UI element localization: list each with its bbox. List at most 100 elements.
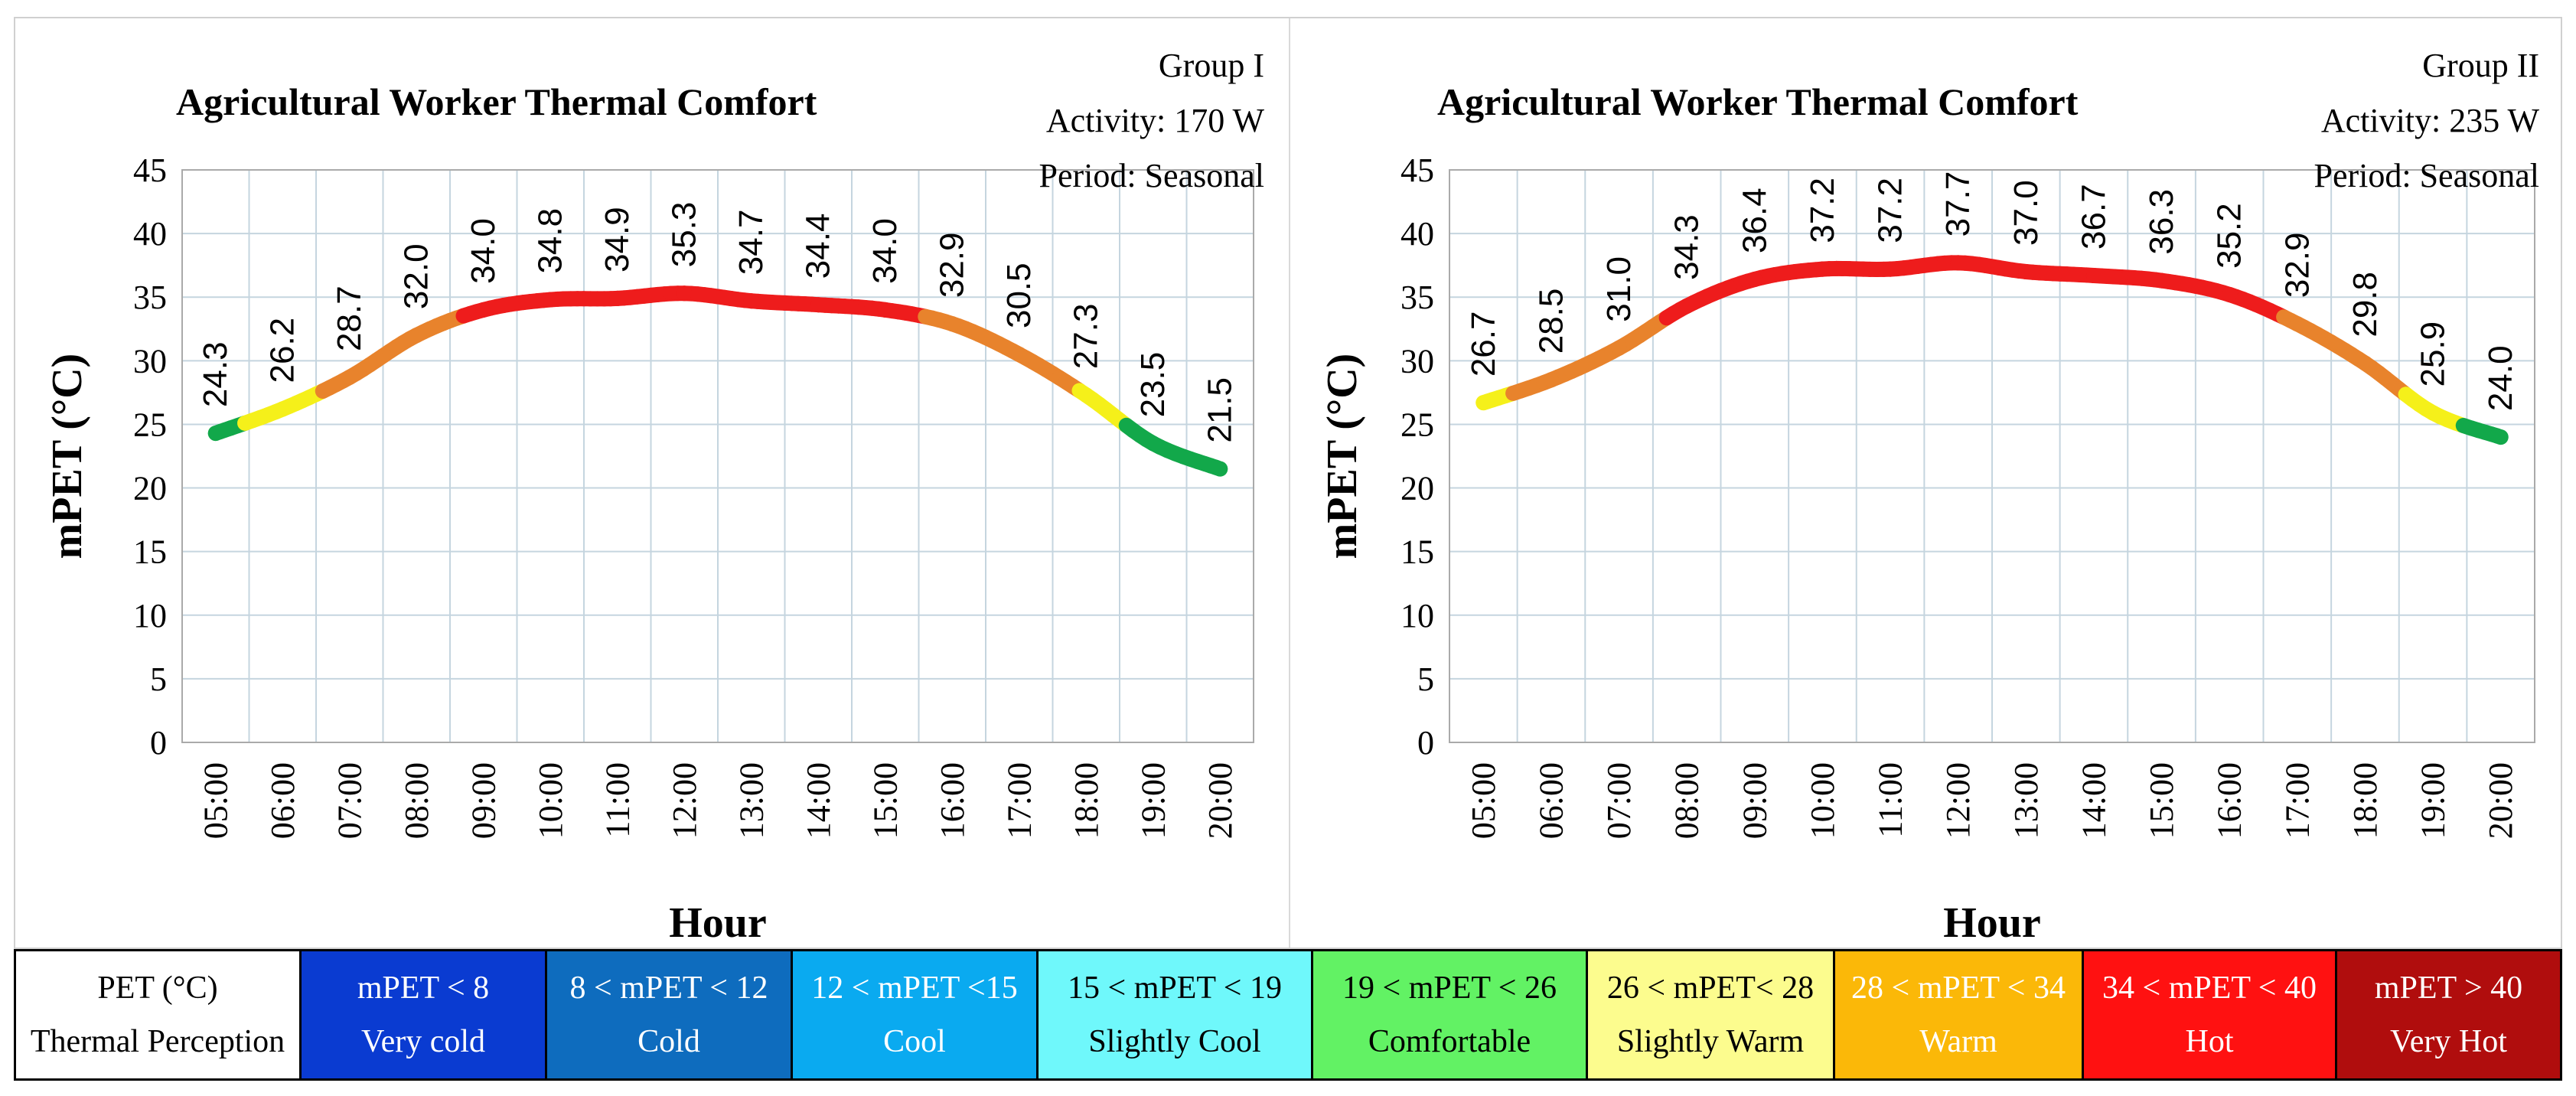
y-tick-label: 40 <box>133 215 167 253</box>
legend-header-cell: PET (°C) Thermal Perception <box>16 951 302 1078</box>
group-label: Group I <box>1158 47 1264 84</box>
legend-cell-very-cold: mPET < 8 Very cold <box>302 951 547 1078</box>
data-point <box>2085 267 2102 283</box>
x-tick-label: 05:00 <box>197 762 234 839</box>
x-tick-label: 18:00 <box>1068 762 1105 839</box>
legend-label: Very Hot <box>2390 1024 2507 1059</box>
data-label: 28.5 <box>1532 289 1570 354</box>
period-label: Period: Seasonal <box>2314 157 2539 194</box>
x-tick-label: 19:00 <box>2415 762 2452 839</box>
data-point <box>1145 435 1161 452</box>
legend-range: 26 < mPET< 28 <box>1606 970 1815 1006</box>
data-point <box>743 293 759 309</box>
x-tick-label: 07:00 <box>1600 762 1638 839</box>
thermal-perception-legend: PET (°C) Thermal Perception mPET < 8 Ver… <box>14 949 2562 1081</box>
x-tick-label: 17:00 <box>1000 762 1038 839</box>
x-tick-label: 18:00 <box>2346 762 2384 839</box>
line-chart-group-1: 0 5 10 15 20 25 30 35 40 45 05:00 06:00 07:00 08:00 09… <box>44 152 1254 947</box>
data-label: 25.9 <box>2415 321 2452 387</box>
y-tick-label: 15 <box>133 533 167 571</box>
group-label: Group II <box>2422 47 2539 84</box>
legend-range: 12 < mPET <15 <box>811 970 1018 1006</box>
y-tick-label: 20 <box>1400 470 1434 507</box>
legend-cell-warm: 28 < mPET < 34 Warm <box>1835 951 2084 1078</box>
data-label: 36.4 <box>1736 188 1773 253</box>
legend-cell-comfortable: 19 < mPET < 26 Comfortable <box>1313 951 1588 1078</box>
x-tick-label: 14:00 <box>800 762 837 839</box>
data-point <box>1950 255 1966 271</box>
legend-cell-cold: 8 < mPET < 12 Cold <box>547 951 793 1078</box>
x-tick-label: 11:00 <box>1872 762 1909 838</box>
legend-range: 34 < mPET < 40 <box>2102 970 2317 1006</box>
data-label: 24.3 <box>197 341 234 407</box>
chart-panel-group-2: 0 5 10 15 20 25 30 35 40 45 05:00 06:00 07:00 08:00 09… <box>1290 18 2561 948</box>
x-tick-label: 12:00 <box>666 762 703 839</box>
data-point <box>1543 372 1559 388</box>
data-label: 34.7 <box>732 210 770 276</box>
data-label: 26.2 <box>264 318 302 383</box>
legend-range: 19 < mPET < 26 <box>1342 970 1557 1006</box>
legend-cell-slightly-warm: 26 < mPET< 28 Slightly Warm <box>1588 951 1835 1078</box>
legend-range: 28 < mPET < 34 <box>1851 970 2066 1006</box>
y-axis-title: mPET (°C) <box>1319 354 1366 559</box>
data-label: 21.5 <box>1202 377 1239 443</box>
y-tick-label: 30 <box>1400 342 1434 380</box>
x-tick-label: 15:00 <box>866 762 904 839</box>
plot-area <box>181 169 1254 743</box>
data-label: 34.8 <box>532 208 569 274</box>
legend-range: 8 < mPET < 12 <box>569 970 768 1006</box>
data-point <box>207 426 223 442</box>
data-point <box>341 369 357 385</box>
data-label: 34.0 <box>866 218 904 284</box>
legend-label: Slightly Warm <box>1616 1024 1805 1059</box>
y-tick-label: 10 <box>1400 597 1434 634</box>
x-tick-label: 13:00 <box>732 762 770 839</box>
data-point <box>1212 461 1228 477</box>
y-tick-label: 35 <box>1400 279 1434 316</box>
data-point <box>1475 395 1492 411</box>
data-point <box>2357 355 2373 371</box>
data-point <box>2493 429 2509 445</box>
y-tick-label: 0 <box>1417 724 1434 762</box>
legend-range: mPET > 40 <box>2374 970 2523 1006</box>
activity-label: Activity: 170 W <box>1045 102 1264 139</box>
x-tick-label: 09:00 <box>465 762 502 839</box>
data-point <box>877 302 893 318</box>
x-tick-label: 09:00 <box>1736 762 1773 839</box>
y-tick-label: 5 <box>150 661 167 698</box>
data-label: 32.9 <box>934 232 971 298</box>
legend-label: Slightly Cool <box>1088 1024 1261 1059</box>
x-tick-label: 08:00 <box>1668 762 1706 839</box>
x-tick-label: 07:00 <box>331 762 368 839</box>
data-label: 34.3 <box>1668 214 1706 280</box>
x-tick-label: 16:00 <box>934 762 971 839</box>
data-point <box>1611 340 1627 356</box>
legend-range: mPET < 8 <box>357 970 490 1006</box>
data-label: 37.2 <box>1804 178 1841 243</box>
data-point <box>2154 272 2170 289</box>
data-point <box>944 316 960 332</box>
legend-label: Warm <box>1919 1024 1997 1059</box>
x-tick-label: 16:00 <box>2211 762 2248 839</box>
x-tick-label: 10:00 <box>1804 762 1841 839</box>
data-point <box>810 297 827 313</box>
x-tick-label: 05:00 <box>1465 762 1502 839</box>
data-point <box>677 285 693 302</box>
legend-header-unit: PET (°C) <box>97 970 218 1006</box>
x-axis-title: Hour <box>1943 899 2041 947</box>
data-label: 26.7 <box>1465 312 1502 377</box>
chart-frame: 0 5 10 15 20 25 30 35 40 45 05:00 06:00 07:00 08:00 09… <box>14 17 2562 949</box>
x-tick-label: 10:00 <box>532 762 569 839</box>
data-point <box>475 302 491 318</box>
y-tick-label: 30 <box>133 342 167 380</box>
data-label: 37.7 <box>1939 171 1977 237</box>
data-label: 36.7 <box>2075 184 2112 250</box>
x-tick-label: 13:00 <box>2007 762 2045 839</box>
data-label: 37.2 <box>1872 178 1909 243</box>
y-tick-label: 25 <box>1400 406 1434 443</box>
x-tick-label: 19:00 <box>1134 762 1172 839</box>
data-label: 23.5 <box>1134 352 1172 418</box>
data-label: 32.9 <box>2278 232 2316 298</box>
legend-label: Very cold <box>360 1024 486 1059</box>
y-tick-label: 35 <box>133 279 167 316</box>
